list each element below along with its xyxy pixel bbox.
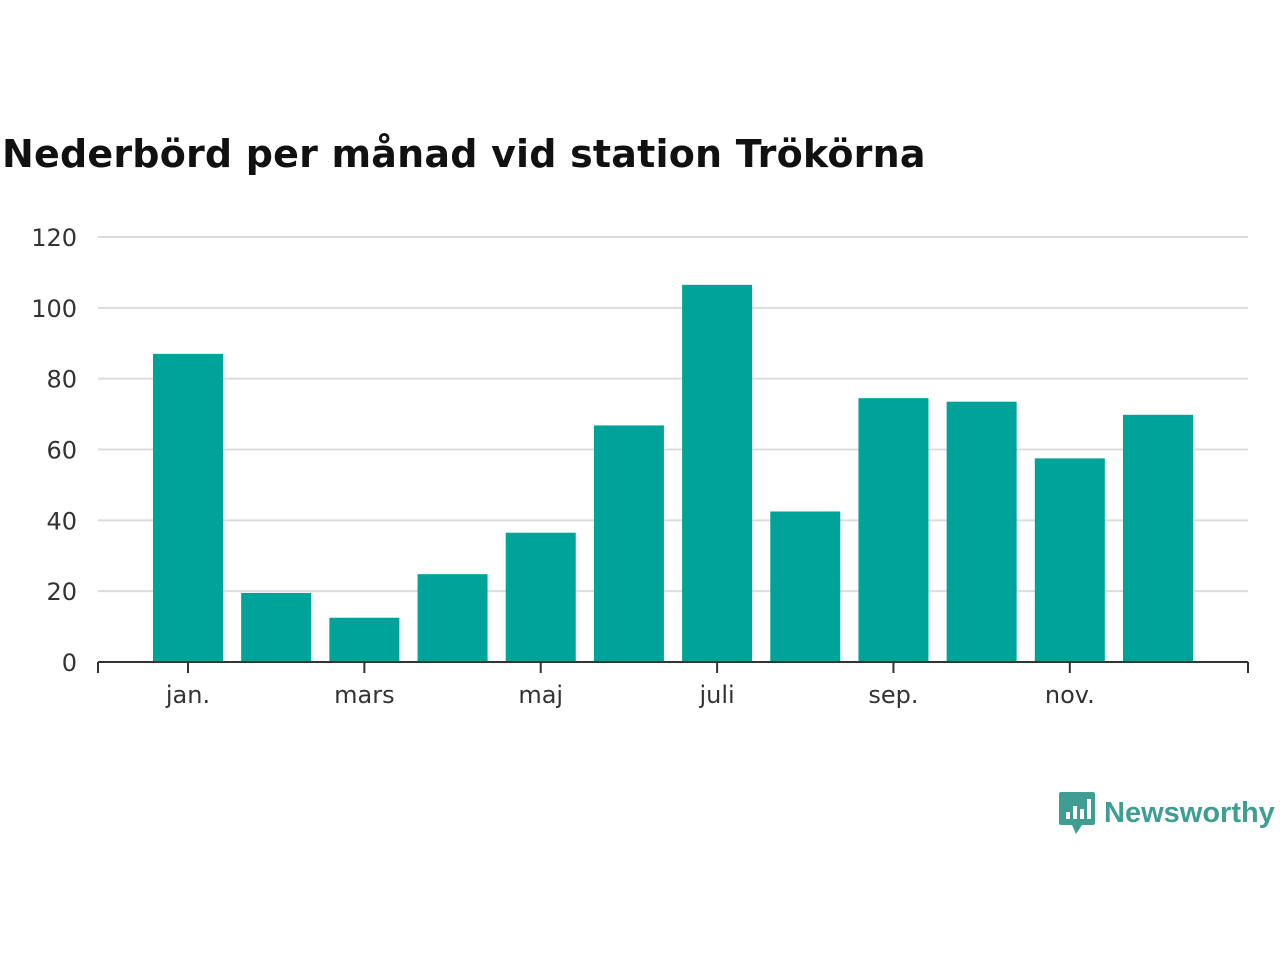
- x-tick-label: sep.: [868, 681, 918, 709]
- x-axis: jan. mars maj juli sep. nov.: [97, 661, 1249, 709]
- y-tick-label: 100: [31, 295, 77, 323]
- x-tick-label: nov.: [1045, 681, 1095, 709]
- bar-jan: [153, 353, 223, 662]
- bar-juni: [593, 425, 664, 662]
- bar-mars: [329, 617, 400, 662]
- x-tick-label: maj: [518, 681, 563, 709]
- y-axis-ticks: 0 20 40 60 80 100 120: [31, 224, 77, 677]
- y-tick-label: 20: [46, 578, 77, 606]
- bar-apr: [417, 574, 488, 662]
- x-tick-label: juli: [698, 681, 734, 709]
- y-tick-label: 60: [46, 437, 77, 465]
- bar-feb: [241, 592, 312, 662]
- newsworthy-logo-icon: [1059, 792, 1095, 834]
- bar-sep: [858, 398, 929, 662]
- bars: [153, 284, 1193, 662]
- y-tick-label: 120: [31, 224, 77, 252]
- gridlines: [98, 236, 1248, 593]
- bar-maj: [505, 532, 576, 662]
- chart-title: Nederbörd per månad vid station Trökörna: [2, 132, 926, 176]
- x-tick-label: mars: [334, 681, 394, 709]
- x-tick-label: jan.: [165, 681, 210, 709]
- bar-nov: [1034, 458, 1105, 662]
- bar-juli: [682, 284, 753, 662]
- bar-okt: [946, 401, 1017, 662]
- bar-dec: [1123, 414, 1193, 662]
- y-tick-label: 40: [46, 507, 77, 535]
- y-tick-label: 0: [62, 649, 77, 677]
- bar-aug: [770, 511, 841, 662]
- newsworthy-logo[interactable]: Newsworthy: [1058, 790, 1275, 836]
- y-tick-label: 80: [46, 366, 77, 394]
- brand-name: Newsworthy: [1104, 796, 1275, 829]
